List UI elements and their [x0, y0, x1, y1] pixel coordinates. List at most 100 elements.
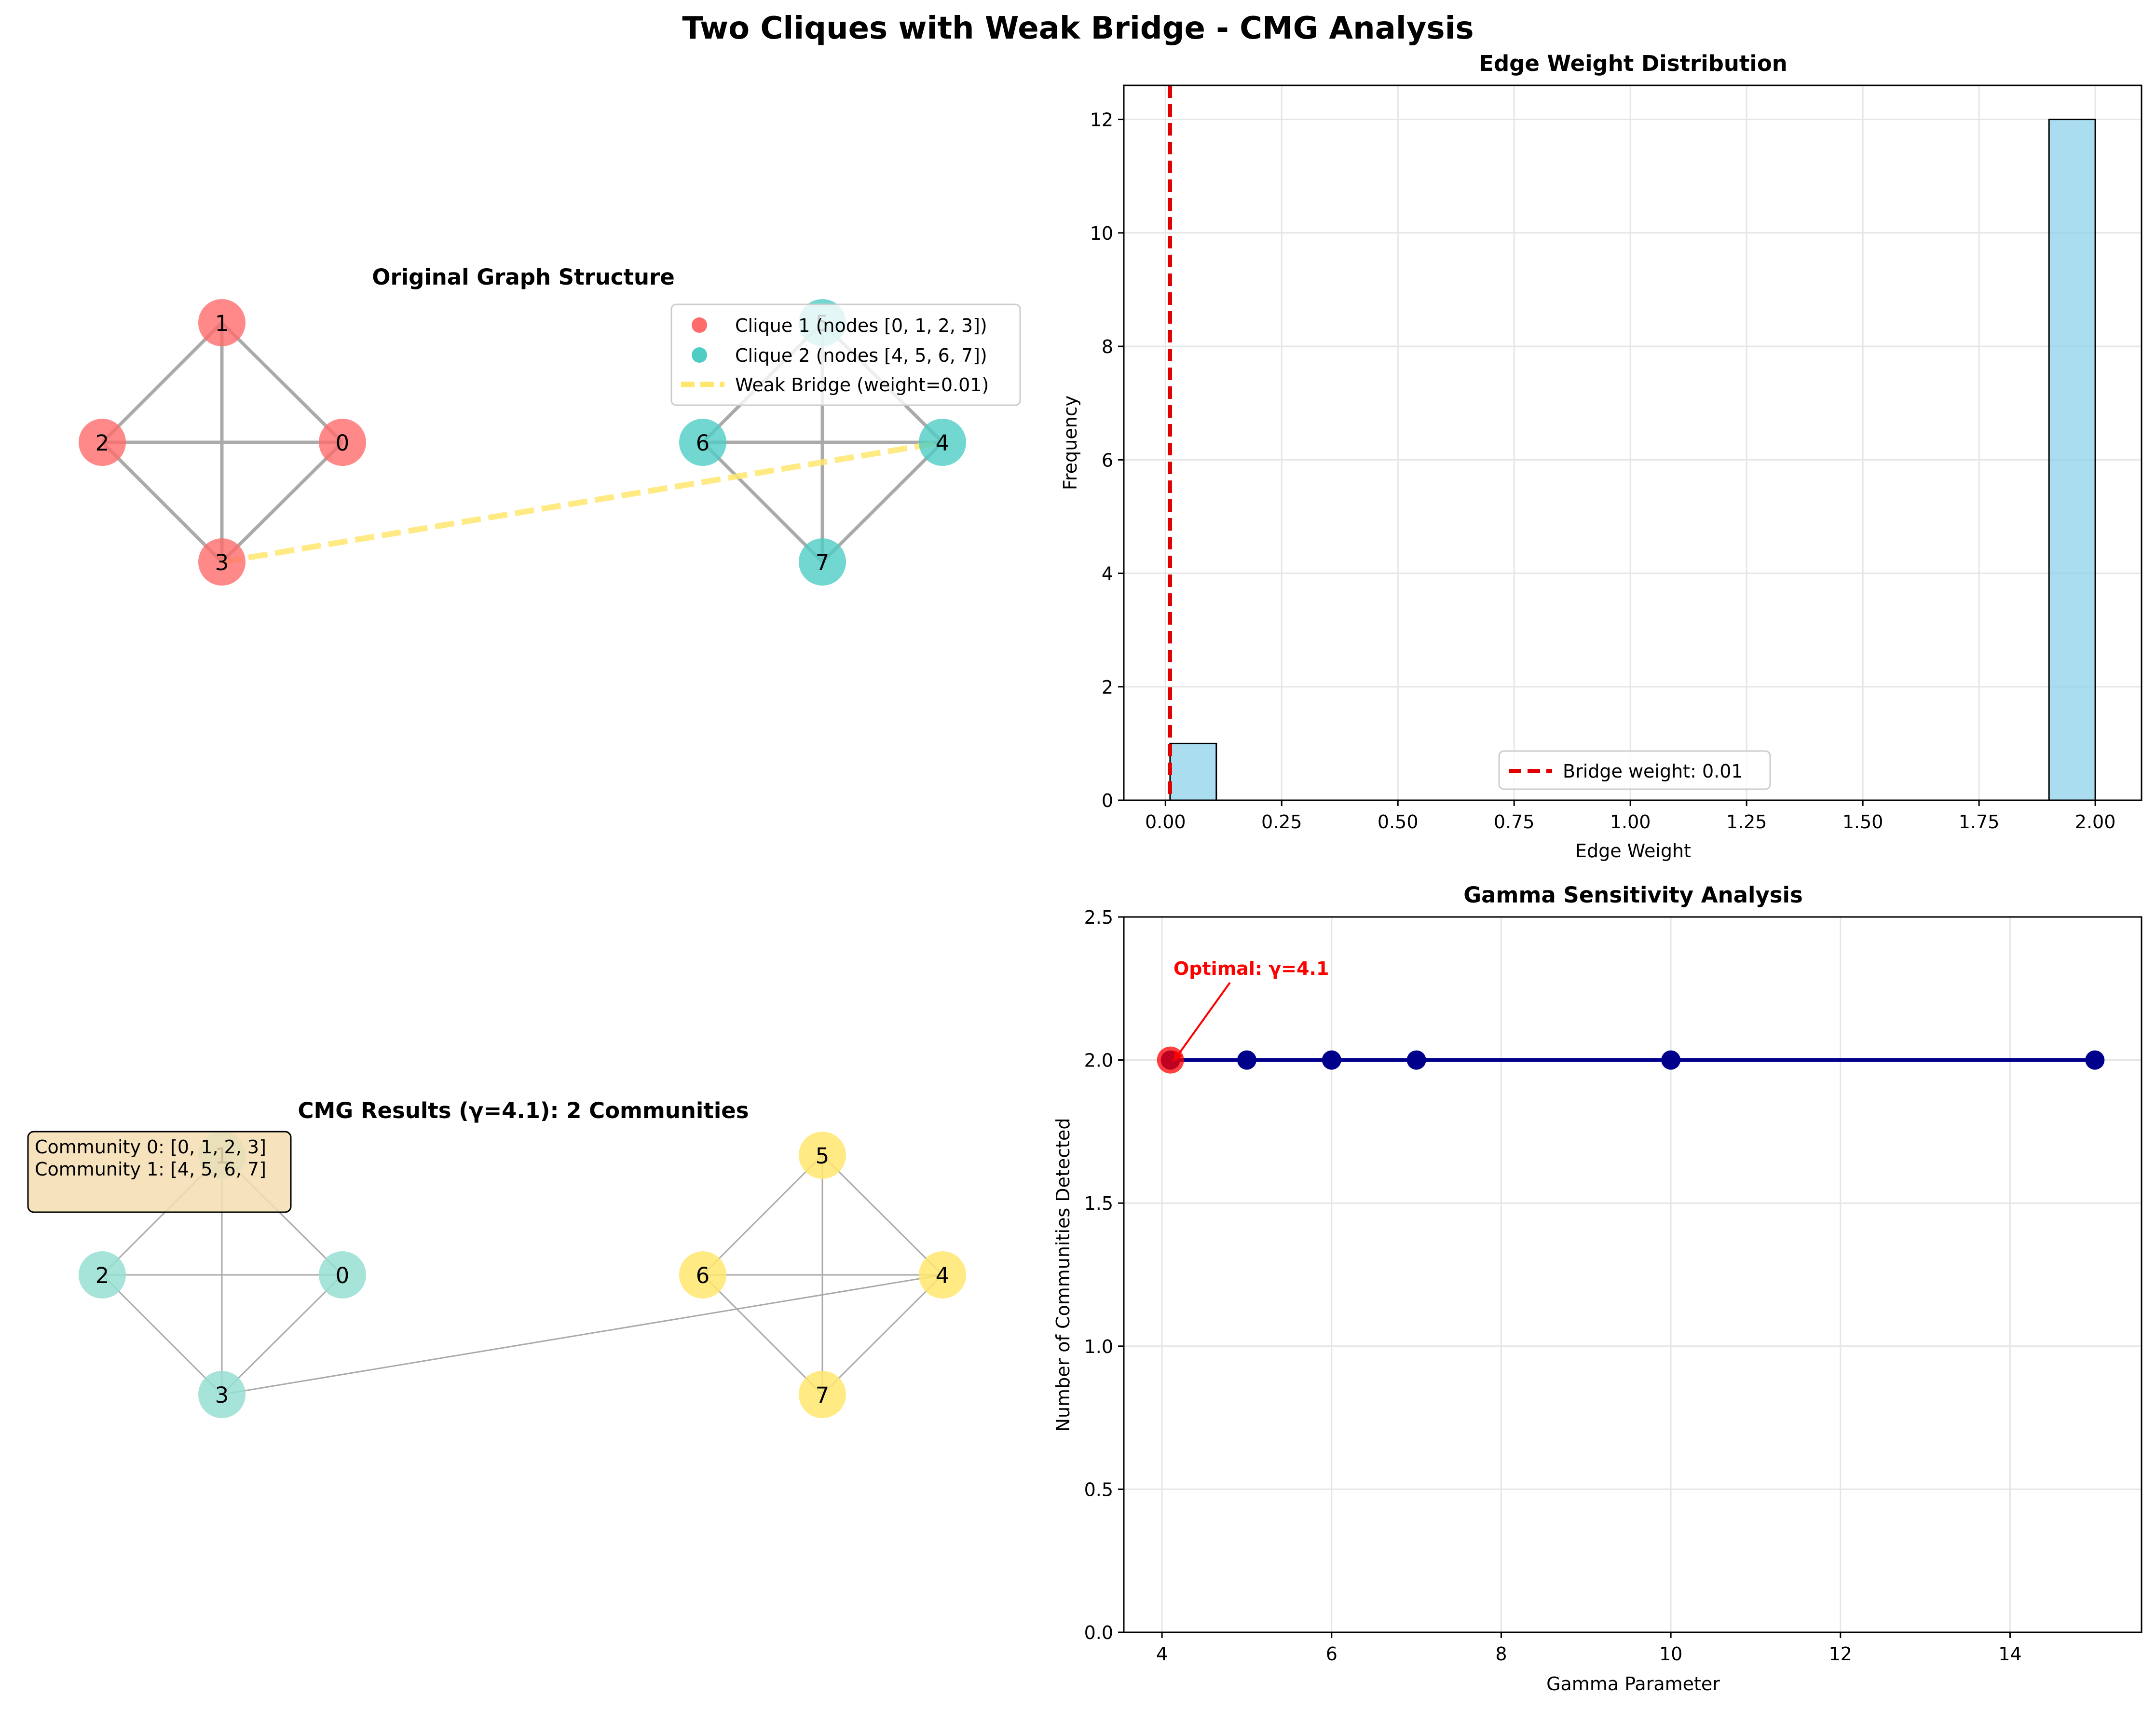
histogram-legend: Bridge weight: 0.01 [1498, 750, 1771, 790]
node-4 [919, 419, 966, 466]
communities-box-frame [27, 1131, 292, 1213]
figure-suptitle: Two Cliques with Weak Bridge - CMG Analy… [682, 11, 1474, 46]
node-6 [679, 419, 726, 466]
histogram-y-tick-label-5: 10 [1090, 223, 1113, 244]
gamma-sensitivity-panel: Gamma Sensitivity Analysis 4 6 8 10 12 14 0.0… [1052, 882, 2142, 1695]
optimal-point-highlight [1157, 1046, 1184, 1074]
edge-6-7 [702, 1274, 823, 1395]
gamma-x-axis-label: Gamma Parameter [1546, 1673, 1720, 1695]
gamma-y-tick-label-2: 1.0 [1084, 1336, 1113, 1357]
optimal-annotation-text: Optimal: γ=4.1 [1174, 958, 1329, 979]
node-3 [198, 538, 246, 586]
histogram-x-tick-label-7: 1.75 [1959, 811, 2000, 833]
edge-3-4 [221, 1274, 943, 1395]
gamma-x-tick-label-0: 4 [1156, 1643, 1168, 1665]
legend-label-clique-1: Clique 1 (nodes [0, 1, 2, 3]) [735, 315, 987, 336]
edge-0-1 [220, 321, 344, 444]
gamma-y-ticks: 0.0 0.5 1.0 1.5 2.0 2.5 [1084, 907, 1124, 1643]
node-7 [799, 1371, 846, 1418]
edge-0-3 [221, 1274, 343, 1395]
node-label-3: 3 [215, 1382, 229, 1408]
legend-label-clique-2: Clique 2 (nodes [4, 5, 6, 7]) [735, 345, 987, 366]
histogram-title: Edge Weight Distribution [1479, 51, 1788, 76]
histogram-x-tick-label-8: 2.00 [2075, 811, 2116, 833]
histogram-y-tick-label-3: 6 [1102, 450, 1113, 471]
histogram-y-ticks: 0 2 4 6 8 10 12 [1090, 109, 1124, 811]
optimal-annotation-arrowhead [1173, 1051, 1183, 1062]
legend-marker-clique-2 [692, 347, 707, 363]
node-label-1: 1 [215, 311, 229, 336]
node-label-2: 2 [96, 1263, 109, 1288]
communities-box: Community 0: [0, 1, 2, 3] Community 1: [… [27, 1131, 292, 1213]
gamma-plot-frame [1123, 916, 2142, 1633]
histogram-bar-1 [2048, 119, 2096, 801]
edge-2-3 [101, 441, 223, 563]
node-5 [799, 1132, 846, 1179]
gamma-y-tick-label-1: 0.5 [1084, 1479, 1113, 1500]
histogram-y-tick-label-1: 2 [1102, 677, 1113, 698]
legend-label-weak-bridge: Weak Bridge (weight=0.01) [735, 374, 989, 396]
original-graph-panel: Original Graph Structure 01234567 Clique… [79, 264, 1021, 586]
gamma-grid [1124, 916, 2142, 1633]
gamma-y-tick-label-5: 2.5 [1084, 907, 1113, 928]
node-0 [319, 419, 366, 466]
edge-1-2 [101, 321, 223, 444]
edge-2-3 [101, 1274, 223, 1395]
gamma-y-tick-label-4: 2.0 [1084, 1050, 1113, 1071]
histogram-y-tick-label-0: 0 [1102, 790, 1113, 811]
histogram-plot-frame [1123, 84, 2142, 801]
original-graph-title: Original Graph Structure [372, 264, 675, 290]
node-1 [198, 299, 246, 346]
node-2 [79, 419, 126, 466]
histogram-x-tick-label-6: 1.50 [1842, 811, 1883, 833]
node-label-3: 3 [215, 550, 229, 575]
gamma-x-tick-label-3: 10 [1659, 1643, 1682, 1665]
gamma-point-2 [1322, 1050, 1341, 1070]
cmg-results-panel: CMG Results (γ=4.1): 2 Communities 01234… [27, 1098, 966, 1418]
optimal-annotation-arrow [1176, 982, 1231, 1057]
histogram-legend-label: Bridge weight: 0.01 [1563, 761, 1743, 782]
histogram-y-tick-label-4: 8 [1102, 336, 1113, 357]
histogram-bar-0 [1169, 742, 1217, 801]
histogram-x-tick-label-4: 1.00 [1610, 811, 1651, 833]
gamma-title: Gamma Sensitivity Analysis [1463, 882, 1802, 908]
node-label-4: 4 [936, 1263, 950, 1288]
gamma-x-tick-label-4: 12 [1829, 1643, 1852, 1665]
node-label-0: 0 [336, 430, 350, 456]
histogram-x-ticks: 0.00 0.25 0.50 0.75 1.00 1.25 1.50 1.75 2.00 [1145, 800, 2115, 833]
node-7 [799, 538, 846, 586]
community-0-text: Community 0: [0, 1, 2, 3] [35, 1136, 266, 1158]
histogram-y-tick-label-6: 12 [1090, 109, 1113, 131]
gamma-point-3 [1406, 1050, 1426, 1070]
gamma-point-5 [2085, 1050, 2105, 1070]
histogram-x-tick-label-1: 0.25 [1261, 811, 1302, 833]
edge-weight-histogram-panel: Edge Weight Distribution 0.00 0.25 0.50 0.7… [1060, 51, 2142, 861]
community-1-text: Community 1: [4, 5, 6, 7] [35, 1159, 266, 1180]
node-label-2: 2 [96, 430, 109, 456]
node-label-6: 6 [696, 1263, 710, 1288]
node-label-4: 4 [936, 430, 950, 456]
node-2 [79, 1251, 126, 1299]
gamma-x-ticks: 4 6 8 10 12 14 [1156, 1632, 2022, 1665]
legend-marker-clique-1 [692, 317, 707, 333]
node-3 [198, 1371, 246, 1418]
edge-0-3 [220, 441, 344, 563]
histogram-y-axis-label: Frequency [1060, 396, 1081, 490]
cmg-results-title: CMG Results (γ=4.1): 2 Communities [298, 1098, 749, 1123]
gamma-y-tick-label-3: 1.5 [1084, 1193, 1113, 1214]
histogram-legend-frame [1498, 750, 1771, 790]
node-0 [319, 1251, 366, 1299]
node-4 [919, 1251, 966, 1299]
histogram-x-axis-label: Edge Weight [1575, 840, 1691, 861]
weak-bridge-edge [221, 439, 943, 565]
gamma-y-axis-label: Number of Communities Detected [1052, 1118, 1074, 1432]
gamma-y-tick-label-0: 0.0 [1084, 1622, 1113, 1643]
node-label-5: 5 [816, 1143, 830, 1169]
edge-5-6 [702, 1154, 823, 1276]
gamma-series [1157, 1046, 2105, 1074]
node-label-6: 6 [696, 430, 710, 456]
node-6 [679, 1251, 726, 1299]
gamma-x-tick-label-2: 8 [1495, 1643, 1507, 1665]
histogram-bars [1169, 119, 2096, 801]
